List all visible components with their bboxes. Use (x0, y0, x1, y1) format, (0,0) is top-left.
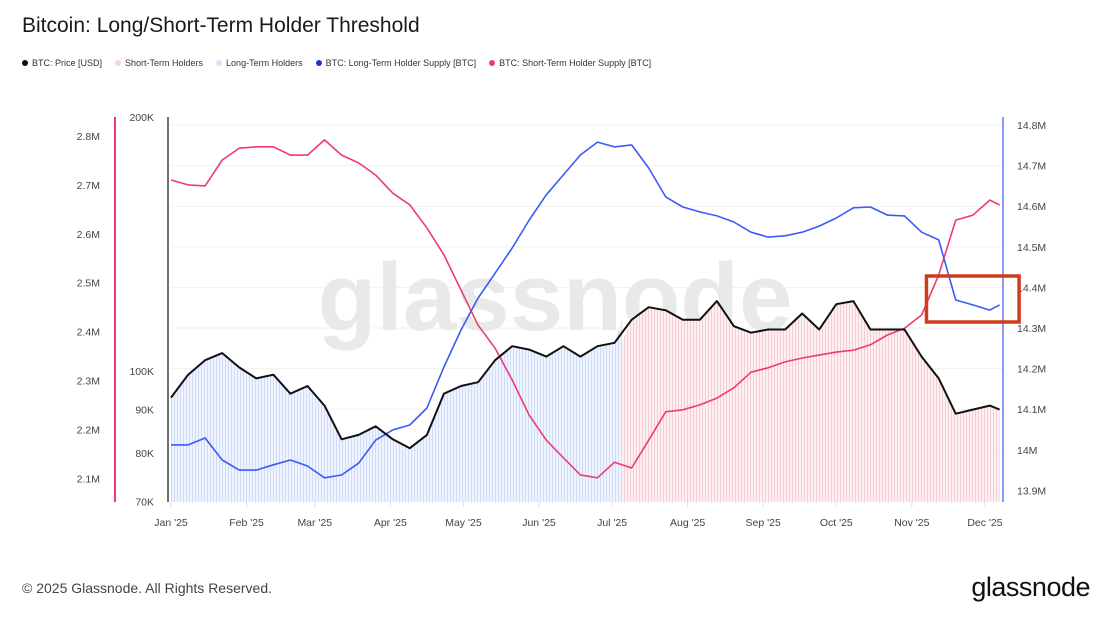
x-axis-tick: Jul '25 (597, 517, 627, 529)
lth-axis-tick: 14.2M (1017, 364, 1046, 376)
x-axis-tick: Nov '25 (894, 517, 929, 529)
sth-axis-tick: 2.4M (77, 327, 100, 339)
legend-item-price[interactable]: BTC: Price [USD] (22, 58, 102, 68)
legend-item-sth[interactable]: Short-Term Holders (115, 58, 203, 68)
lth-axis-tick: 14.6M (1017, 201, 1046, 213)
legend-dot-icon (216, 60, 223, 66)
lth-axis-tick: 14.3M (1017, 323, 1046, 335)
legend: BTC: Price [USD] Short-Term Holders Long… (22, 58, 651, 68)
price-line (170, 300, 1000, 450)
sth-axis-tick: 2.2M (77, 424, 100, 436)
sth-axis-tick: 2.7M (77, 180, 100, 192)
legend-item-sth-supply[interactable]: BTC: Short-Term Holder Supply [BTC] (489, 58, 651, 68)
x-axis-tick: Apr '25 (374, 517, 407, 529)
lth-supply-line (171, 141, 1000, 479)
lth-axis-tick: 14.5M (1017, 242, 1046, 254)
x-axis-tick: Mar '25 (297, 517, 332, 529)
legend-label: BTC: Price [USD] (32, 58, 103, 68)
legend-label: BTC: Long-Term Holder Supply [BTC] (325, 58, 477, 68)
x-axis-tick: Dec '25 (967, 517, 1002, 529)
lth-axis-tick: 14.8M (1017, 120, 1046, 132)
lth-regime-area (171, 319, 622, 502)
copyright: © 2025 Glassnode. All Rights Reserved. (22, 580, 273, 596)
legend-dot-icon (115, 60, 122, 66)
price-axis-tick: 200K (129, 112, 154, 124)
legend-label: Short-Term Holders (125, 58, 204, 68)
lth-axis-tick: 14.1M (1017, 404, 1046, 416)
sth-axis-tick: 2.1M (77, 473, 100, 485)
x-axis-tick: Oct '25 (820, 517, 853, 529)
sth-supply-line (170, 139, 1000, 479)
price-axis-tick: 70K (135, 497, 154, 509)
sth-axis-tick: 2.3M (77, 376, 100, 388)
x-axis-tick: May '25 (445, 517, 482, 529)
x-axis-tick: Feb '25 (229, 517, 264, 529)
legend-label: BTC: Short-Term Holder Supply [BTC] (499, 58, 652, 68)
price-axis-tick: 100K (129, 366, 154, 378)
x-axis-tick: Jan '25 (154, 517, 188, 529)
price-axis-tick: 80K (135, 448, 154, 460)
lth-axis-tick: 14M (1017, 445, 1037, 457)
legend-dot-icon (489, 60, 496, 66)
legend-item-lth-supply[interactable]: BTC: Long-Term Holder Supply [BTC] (315, 58, 477, 68)
brand-logo: glassnode (971, 572, 1090, 602)
x-axis-tick: Jun '25 (522, 517, 556, 529)
legend-dot-icon (315, 60, 322, 66)
lth-axis-tick: 13.9M (1017, 485, 1046, 497)
lth-axis-tick: 14.7M (1017, 161, 1046, 173)
lth-axis-tick: 14.4M (1017, 282, 1046, 294)
x-axis-tick: Aug '25 (670, 517, 705, 529)
chart-title: Bitcoin: Long/Short-Term Holder Threshol… (22, 14, 420, 37)
legend-dot-icon (22, 60, 28, 66)
legend-label: Long-Term Holders (226, 58, 303, 68)
sth-axis-tick: 2.8M (77, 131, 100, 143)
sth-axis-tick: 2.5M (77, 278, 100, 290)
sth-axis-tick: 2.6M (77, 229, 100, 241)
annotation-box (924, 274, 1021, 324)
x-axis-tick: Sep '25 (746, 517, 781, 529)
sth-regime-area (621, 301, 1000, 502)
legend-item-lth[interactable]: Long-Term Holders (216, 58, 303, 68)
price-axis-tick: 90K (135, 405, 154, 417)
